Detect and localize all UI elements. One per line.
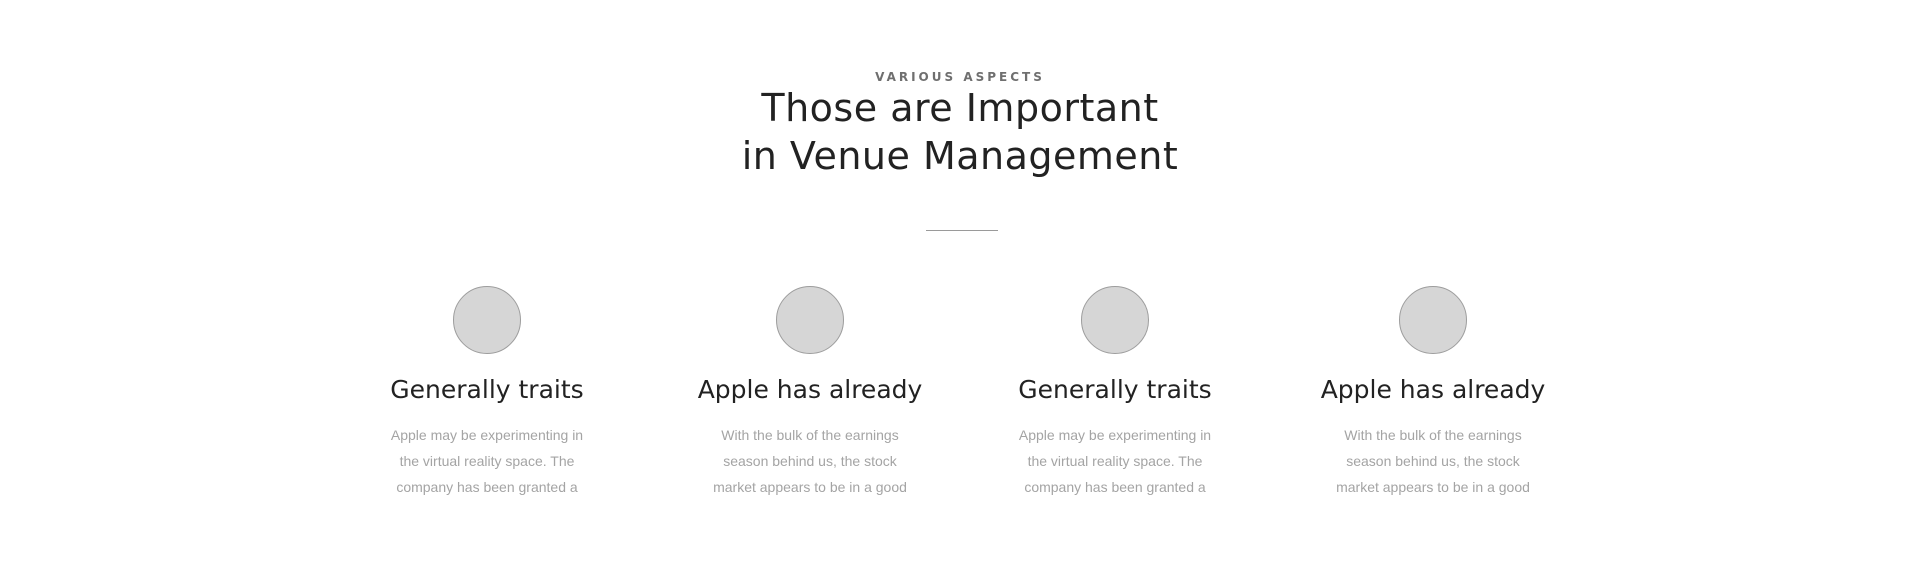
feature-title: Apple has already bbox=[697, 375, 923, 404]
feature-description: With the bulk of the earnings season beh… bbox=[713, 427, 907, 495]
feature-item: Apple has already With the bulk of the e… bbox=[680, 286, 940, 500]
feature-description-wrap: With the bulk of the earnings season beh… bbox=[703, 422, 918, 500]
feature-description-wrap: With the bulk of the earnings season beh… bbox=[1326, 422, 1541, 500]
feature-title: Apple has already bbox=[1320, 375, 1546, 404]
feature-title: Generally traits bbox=[390, 375, 584, 404]
feature-list: Generally traits Apple may be experiment… bbox=[0, 286, 1920, 569]
placeholder-circle-icon bbox=[453, 286, 521, 354]
placeholder-circle-icon bbox=[1399, 286, 1467, 354]
feature-item: Generally traits Apple may be experiment… bbox=[357, 286, 617, 500]
feature-description-wrap: Apple may be experimenting in the virtua… bbox=[1008, 422, 1223, 500]
placeholder-circle-icon bbox=[776, 286, 844, 354]
feature-description: Apple may be experimenting in the virtua… bbox=[390, 427, 584, 495]
title-divider bbox=[926, 230, 998, 231]
placeholder-circle-icon bbox=[1081, 286, 1149, 354]
feature-item: Generally traits Apple may be experiment… bbox=[985, 286, 1245, 500]
section-title: Those are Important in Venue Management bbox=[0, 84, 1920, 180]
feature-description: With the bulk of the earnings season beh… bbox=[1336, 427, 1530, 495]
section-eyebrow: VARIOUS ASPECTS bbox=[875, 70, 1045, 84]
section-title-line-1: Those are Important bbox=[761, 86, 1159, 130]
feature-description: Apple may be experimenting in the virtua… bbox=[1018, 427, 1212, 495]
section-title-line-2: in Venue Management bbox=[741, 134, 1179, 178]
feature-description-wrap: Apple may be experimenting in the virtua… bbox=[380, 422, 595, 500]
feature-title: Generally traits bbox=[1018, 375, 1212, 404]
feature-item: Apple has already With the bulk of the e… bbox=[1303, 286, 1563, 500]
